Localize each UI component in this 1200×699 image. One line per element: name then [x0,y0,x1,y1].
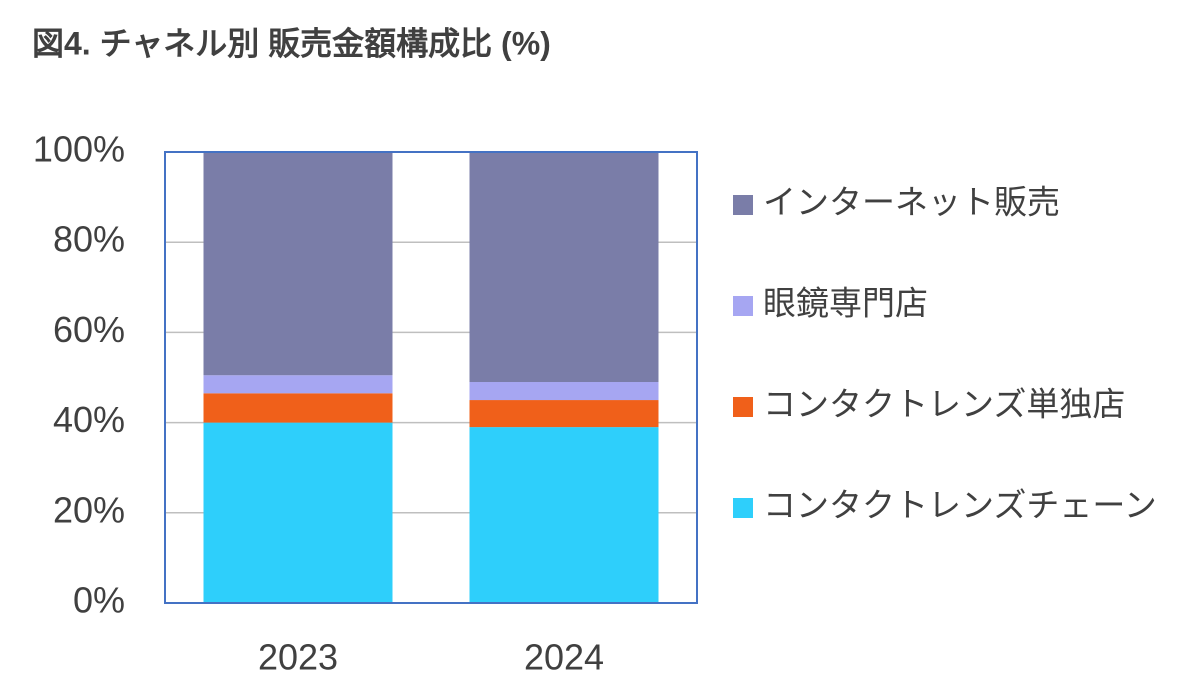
bar-segment [469,400,659,428]
y-tick-label: 100% [33,129,125,170]
plot-border [164,151,698,604]
y-tick-label: 40% [53,399,125,440]
x-tick-label: 2024 [524,637,604,678]
bar-segment [469,382,659,401]
legend-swatch [733,498,753,518]
bar-segment [203,422,393,603]
legend-swatch [733,195,753,215]
legend-swatch [733,296,753,316]
y-tick-label: 80% [53,219,125,260]
x-tick-label: 2023 [258,637,338,678]
legend-label: 眼鏡専門店 [763,285,928,322]
bar-segment [203,375,393,394]
y-tick-label: 20% [53,489,125,530]
y-tick-label: 60% [53,309,125,350]
bar-segment [469,427,659,603]
legend-label: インターネット販売 [763,184,1060,221]
legend-label: コンタクトレンズチェーン [763,487,1157,524]
bar-segment [469,152,659,383]
bar-segment [203,152,393,376]
legend-swatch [733,397,753,417]
y-tick-label: 0% [73,580,125,621]
legend-label: コンタクトレンズ単独店 [763,386,1125,423]
chart-title: 図4. チャネル別 販売金額構成比 (%) [32,25,551,61]
bar-segment [203,393,393,423]
